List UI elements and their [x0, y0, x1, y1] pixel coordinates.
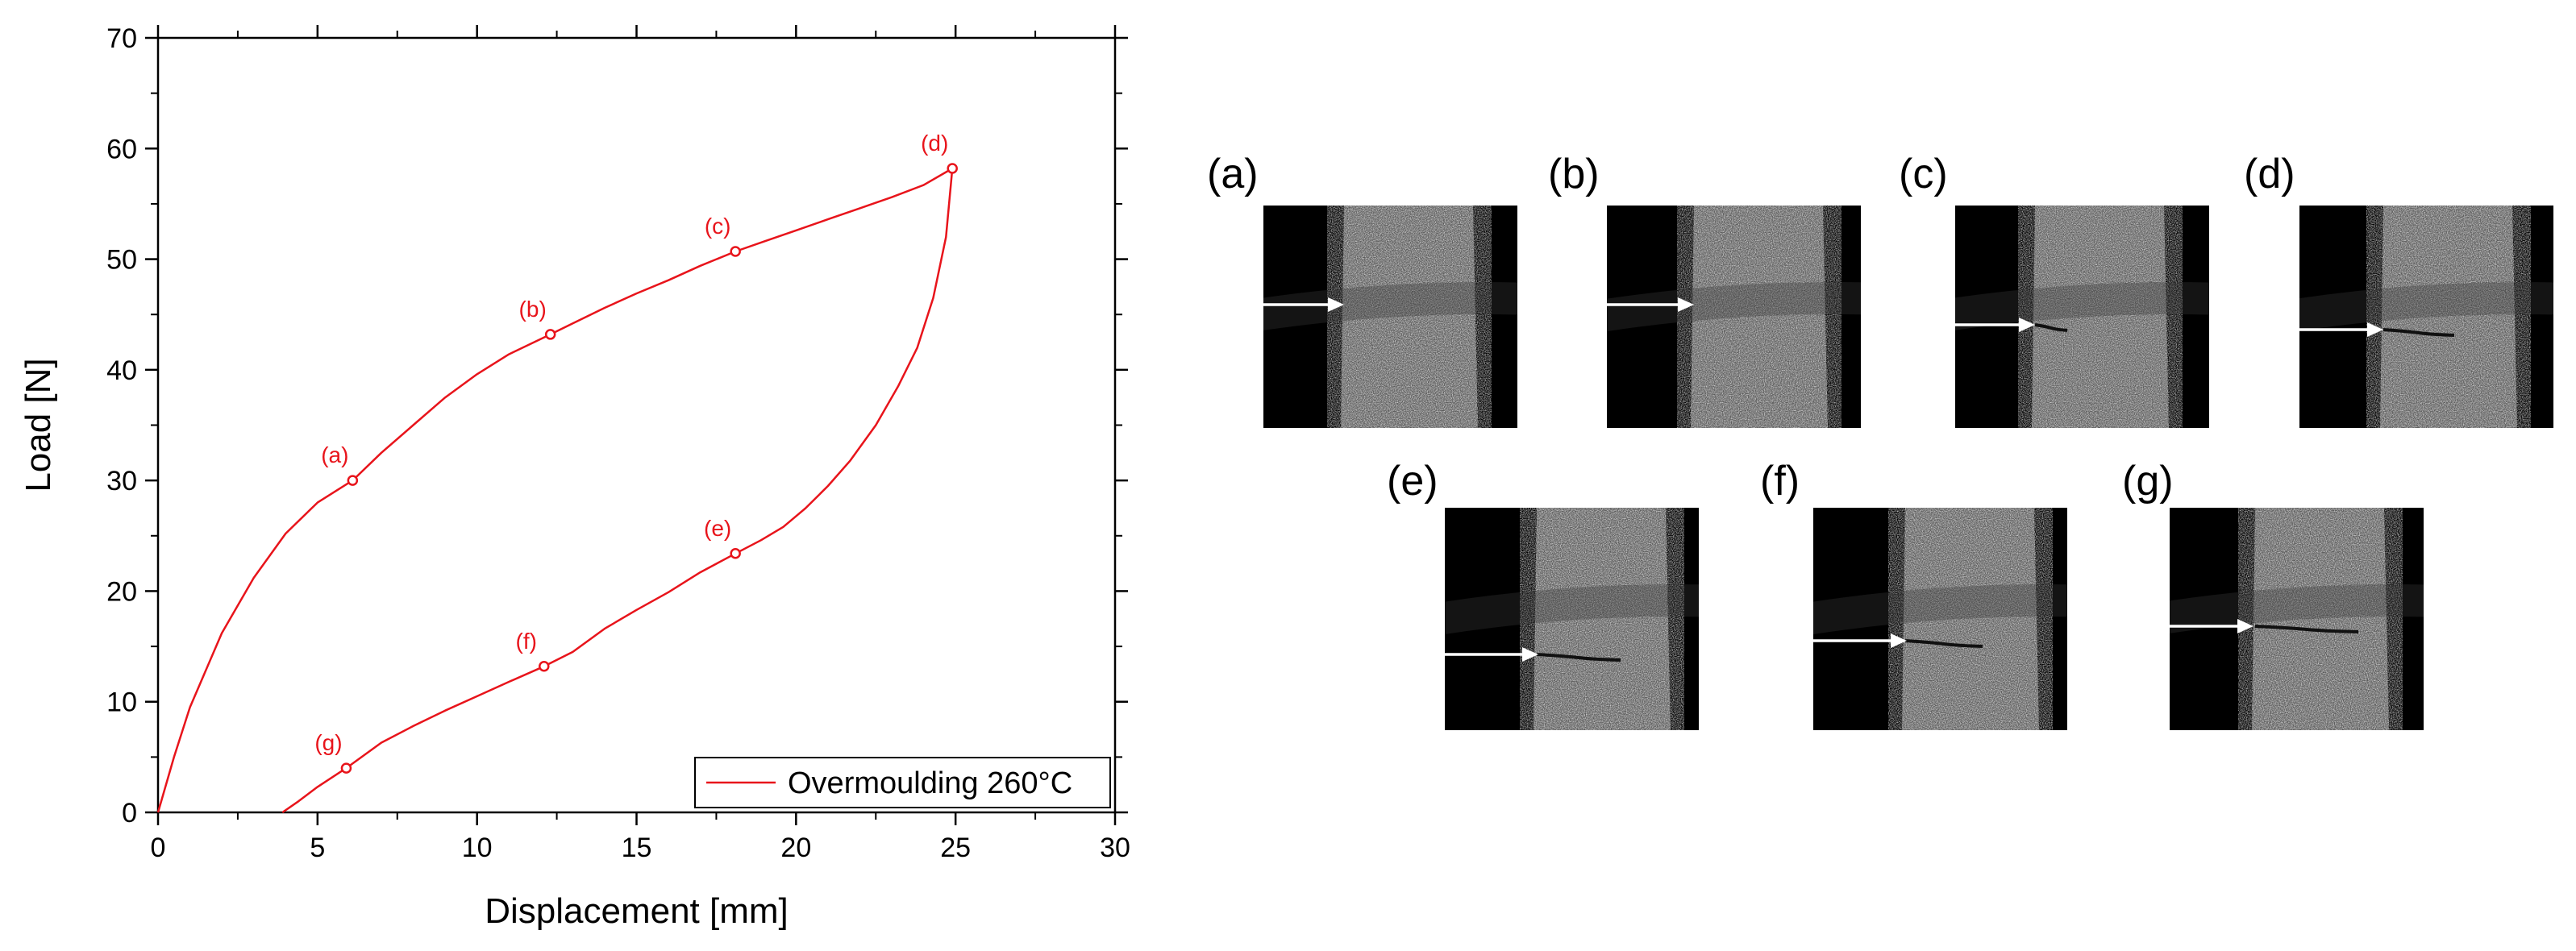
y-tick-label: 10 — [106, 687, 137, 718]
x-tick-label: 30 — [1100, 833, 1130, 863]
x-tick-label: 15 — [622, 833, 652, 863]
micrograph-image — [1607, 206, 1861, 428]
micrograph-label: (g) — [2122, 458, 2174, 505]
micrograph-image — [1445, 508, 1699, 730]
data-point-marker — [539, 661, 550, 672]
data-point-label: (b) — [519, 297, 547, 322]
data-point-marker — [347, 475, 359, 486]
y-tick-label: 0 — [122, 798, 137, 828]
data-point-label: (f) — [516, 629, 537, 654]
series-line — [156, 167, 954, 814]
data-point-marker — [730, 548, 741, 559]
micrograph-image — [2170, 508, 2424, 730]
data-point-label: (d) — [921, 131, 948, 156]
data-point-marker — [340, 762, 352, 774]
micrograph-label: (c) — [1899, 151, 1948, 197]
y-tick-label: 40 — [106, 355, 137, 386]
y-axis-title: Load [N] — [19, 358, 58, 492]
micrograph-label: (f) — [1760, 458, 1800, 505]
legend-label: Overmoulding 260°C — [788, 766, 1072, 800]
data-point-label: (a) — [321, 442, 348, 467]
micrograph-image — [1813, 508, 2067, 730]
micrograph-label: (d) — [2244, 151, 2295, 197]
y-tick-label: 20 — [106, 576, 137, 607]
x-tick-label: 10 — [462, 833, 493, 863]
micrograph-label: (b) — [1548, 151, 1600, 197]
micrograph-label: (e) — [1387, 458, 1438, 505]
data-point-label: (c) — [705, 214, 731, 239]
x-axis-title: Displacement [mm] — [485, 891, 789, 931]
y-tick-label: 50 — [106, 245, 137, 276]
x-tick-label: 20 — [780, 833, 811, 863]
x-tick-label: 25 — [940, 833, 971, 863]
plot-frame — [156, 36, 1117, 814]
micrograph-label: (a) — [1207, 151, 1259, 197]
data-point-label: (e) — [704, 516, 731, 541]
x-tick-label: 0 — [151, 833, 166, 863]
data-point-marker — [730, 246, 741, 257]
micrograph-image — [2299, 206, 2553, 428]
data-point-marker — [947, 163, 958, 174]
micrograph-image — [1263, 206, 1517, 428]
load-displacement-chart: 0 5 10 15 20 25 30 0 10 20 30 40 50 60 70 Displacement … — [19, 23, 1130, 931]
x-tick-label: 5 — [310, 833, 325, 863]
data-point-label: (g) — [314, 730, 342, 755]
y-tick-label: 70 — [106, 23, 137, 54]
micrograph-image — [1955, 206, 2209, 428]
y-tick-label: 30 — [106, 466, 137, 496]
data-point-marker — [544, 329, 556, 340]
y-tick-label: 60 — [106, 134, 137, 164]
